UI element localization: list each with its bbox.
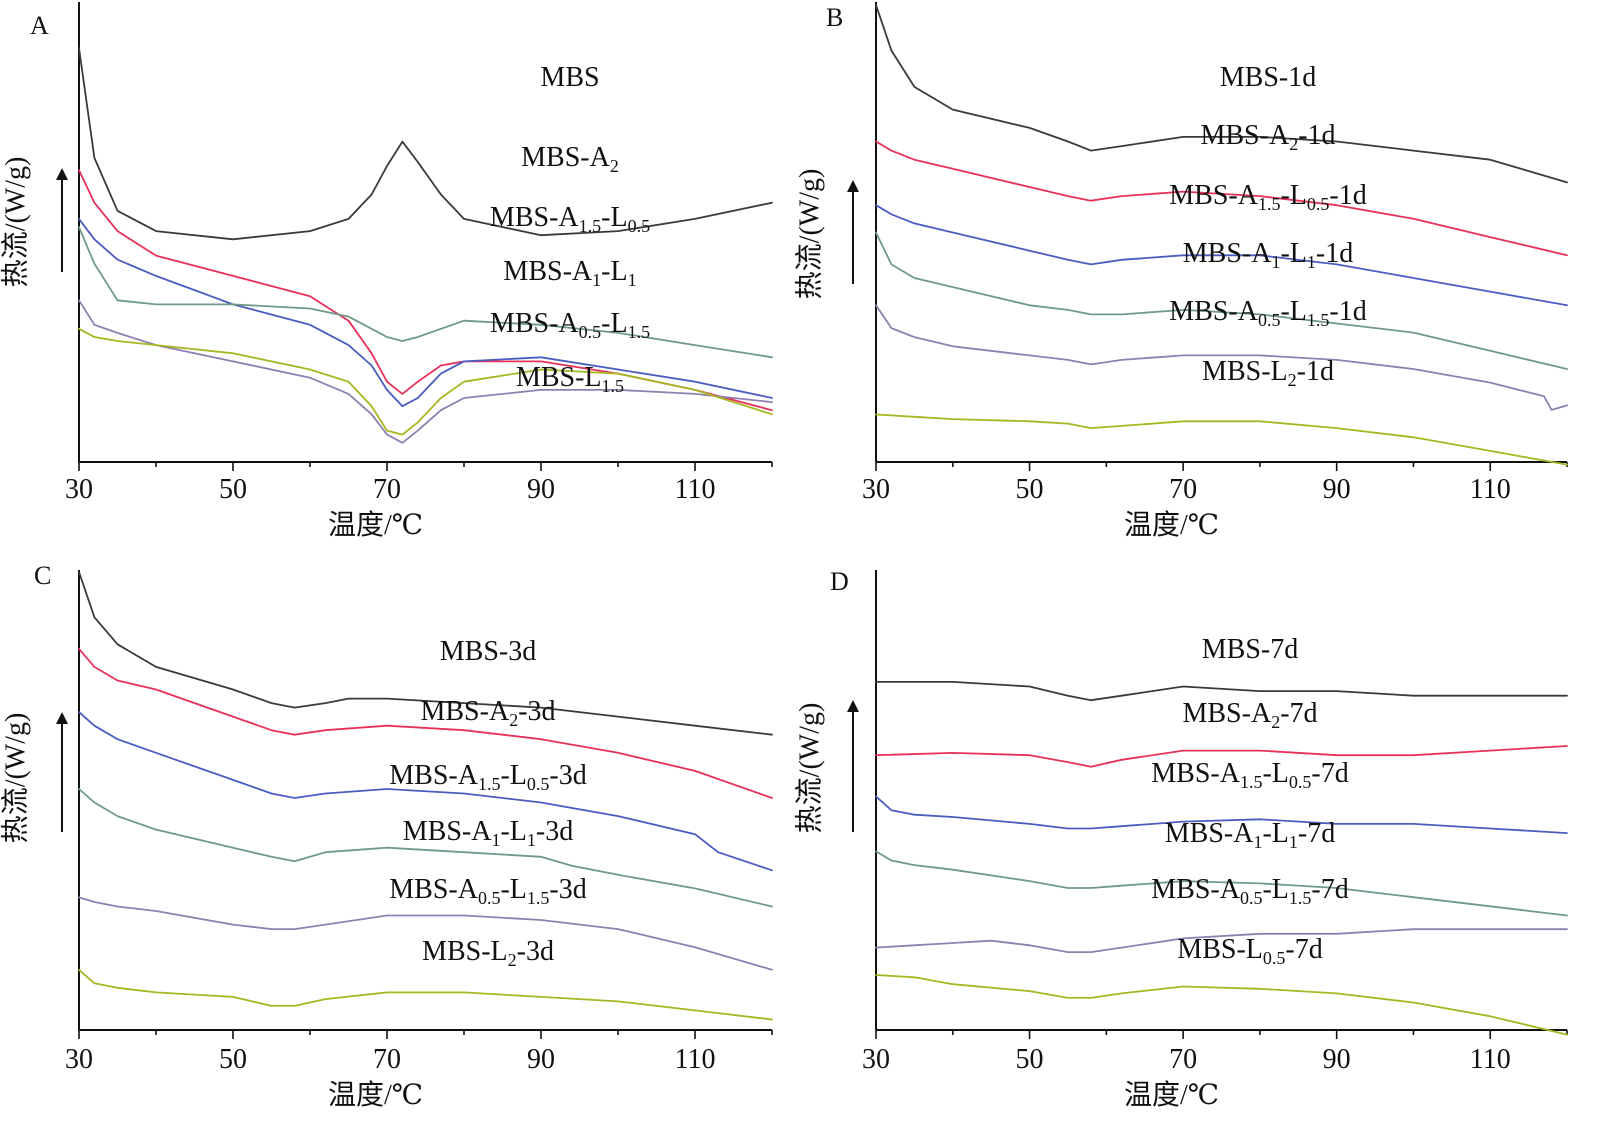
y-axis-title: 热流/(W/g) [793,703,825,834]
series-line [875,850,1568,917]
panel-d: D 30 50 70 90 110 温度/℃ 热流/(W/g) MBS-7d MBS-A2-7d M… [793,567,1568,1111]
arrow-head [847,180,859,192]
x-tick-label: 70 [373,474,401,505]
series-label: MBS-A1.5-L0.5 [490,202,650,236]
x-tick-label: 90 [1323,474,1351,505]
series-line [875,231,1568,370]
x-tick-label: 50 [1016,1044,1044,1075]
x-tick-label: 90 [527,474,555,505]
series-line [875,4,1568,184]
x-tick-label: 50 [1016,474,1044,505]
series-label: MBS-A1.5-L0.5-3d [389,760,586,794]
x-axis-title: 温度/℃ [1124,1079,1219,1111]
series-label: MBS-A1.5-L0.5-1d [1169,180,1366,214]
panel-letter: C [34,561,51,590]
series-line [78,571,773,736]
series-line [875,928,1568,953]
arrow-head [847,700,859,712]
series-label: MBS-A2 [521,142,619,176]
x-tick-label: 30 [862,474,890,505]
series-line [875,745,1568,768]
x-tick-label: 110 [675,1044,716,1075]
x-axis-title: 温度/℃ [328,1079,423,1111]
series-label: MBS-A1-L1-3d [403,816,573,850]
series-label: MBS-3d [440,636,536,667]
panel-letter: B [826,3,843,32]
series-label: MBS-A2-7d [1182,698,1317,732]
series-line [78,218,773,408]
series-line [875,204,1568,307]
series-line [78,47,773,241]
series-label: MBS-A1-L1-1d [1183,238,1353,272]
series-label: MBS-A0.5-L1.5-3d [389,874,586,908]
panel-letter: D [830,567,849,596]
series-label: MBS [540,62,599,93]
series-line [78,788,773,908]
x-tick-label: 30 [862,1044,890,1075]
panel-c: C 30 50 70 90 110 温度/℃ 热流/(W/g) MBS-3d MBS-A2-3d M… [0,561,773,1111]
series-line [875,304,1568,411]
panel-a: A 30 50 70 90 110 温度/℃ 热流/(W/g) MBS MBS-A2 MBS-A1.… [0,2,773,541]
series-line [78,896,773,971]
y-axis-title: 热流/(W/g) [0,713,31,844]
series-line [78,968,773,1021]
series-label: MBS-A1.5-L0.5-7d [1151,758,1348,792]
series-label: MBS-1d [1220,62,1316,93]
series-line [875,681,1568,702]
series-label: MBS-A0.5-L1.5 [490,308,650,342]
series-label: MBS-A1-L1-7d [1165,818,1335,852]
y-axis-title: 热流/(W/g) [793,169,825,300]
x-tick-label: 30 [65,474,93,505]
series-label: MBS-7d [1202,634,1298,665]
x-tick-label: 110 [1470,1044,1511,1075]
series-label: MBS-L2-3d [422,936,554,970]
panel-b: B 30 50 70 90 110 温度/℃ 热流/(W/g) MBS-1d MBS-A2-1d M… [793,2,1568,541]
x-tick-label: 90 [527,1044,555,1075]
series-label: MBS-A0.5-L1.5-1d [1169,296,1366,330]
x-axis-title: 温度/℃ [328,509,423,541]
x-tick-label: 110 [675,474,716,505]
series-line [78,226,773,359]
series-line [875,140,1568,257]
series-line [78,327,773,436]
arrow-head [56,168,68,180]
series-line [875,413,1568,466]
series-line [875,974,1568,1036]
series-label: MBS-A1-L1 [503,256,636,290]
y-axis-title: 热流/(W/g) [0,157,31,288]
series-label: MBS-L0.5-7d [1177,934,1322,968]
x-tick-label: 110 [1470,474,1511,505]
series-label: MBS-A2-3d [420,696,555,730]
series-line [78,647,773,799]
x-tick-label: 50 [219,1044,247,1075]
x-axis-title: 温度/℃ [1124,509,1219,541]
series-line [875,795,1568,834]
series-label: MBS-L1.5 [516,362,624,396]
x-tick-label: 50 [219,474,247,505]
x-tick-label: 90 [1323,1044,1351,1075]
x-tick-label: 70 [1169,1044,1197,1075]
series-label: MBS-A2-1d [1200,120,1335,154]
x-tick-label: 30 [65,1044,93,1075]
series-label: MBS-L2-1d [1202,356,1334,390]
series-label: MBS-A0.5-L1.5-7d [1151,874,1348,908]
panel-letter: A [30,11,49,40]
series-line [78,299,773,444]
series-line [78,711,773,872]
x-tick-label: 70 [1169,474,1197,505]
arrow-head [56,712,68,724]
x-tick-label: 70 [373,1044,401,1075]
series-line [78,169,773,412]
